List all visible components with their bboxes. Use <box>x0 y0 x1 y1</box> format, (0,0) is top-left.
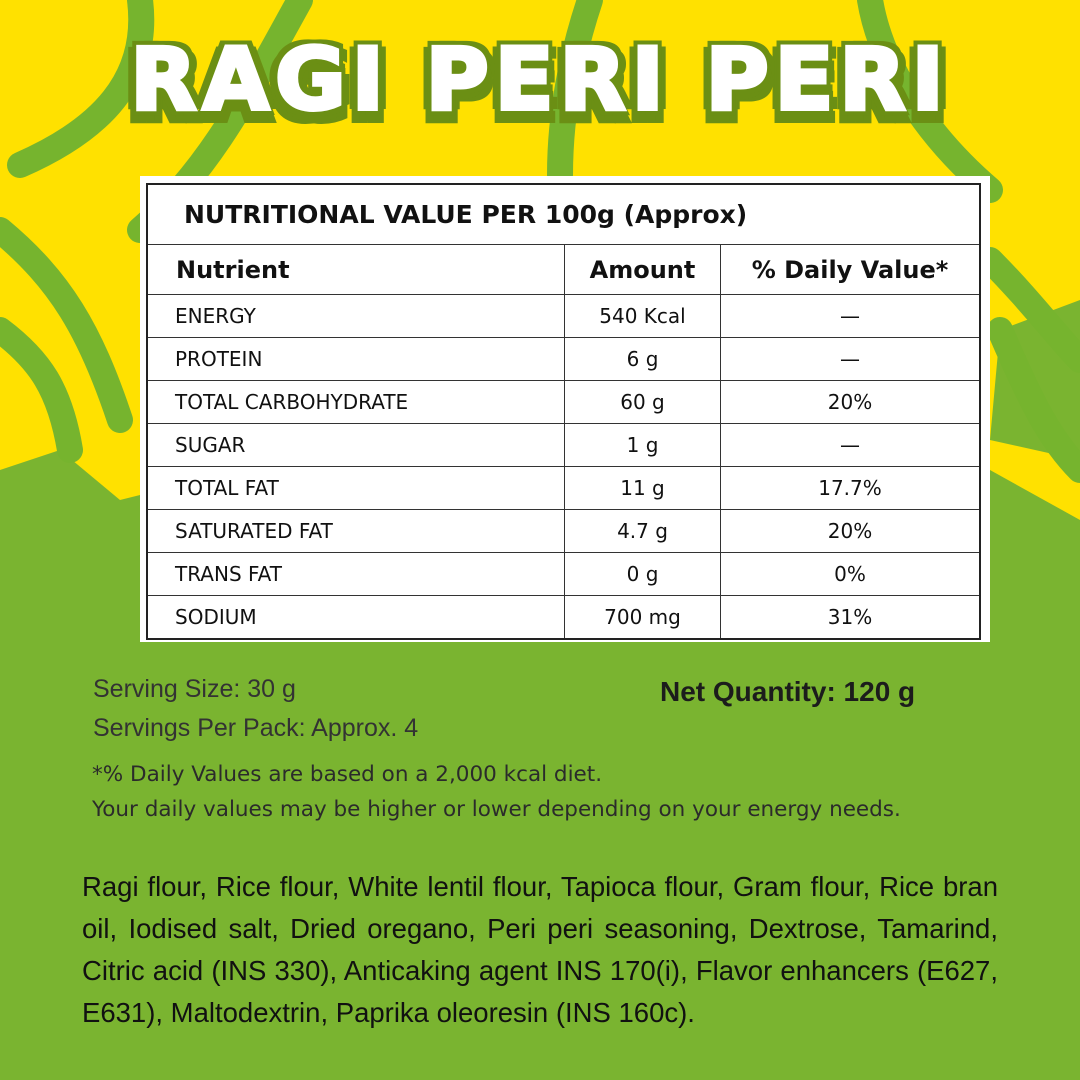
table-header: Nutrient Amount % Daily Value* <box>146 244 981 295</box>
amount-cell: 700 mg <box>564 595 721 640</box>
header-amount: Amount <box>564 244 721 295</box>
table-row: TRANS FAT 0 g 0% <box>146 552 981 596</box>
table-row: SATURATED FAT 4.7 g 20% <box>146 509 981 553</box>
daily-value-cell: 20% <box>720 380 981 424</box>
product-title: RAGI PERI PERI <box>128 28 950 132</box>
amount-cell: 11 g <box>564 466 721 510</box>
table-row: SUGAR 1 g — <box>146 423 981 467</box>
daily-value-cell: — <box>720 294 981 338</box>
amount-cell: 0 g <box>564 552 721 596</box>
nutrient-cell: TOTAL FAT <box>146 466 565 510</box>
net-quantity: Net Quantity: 120 g <box>660 676 916 707</box>
nutrition-panel: NUTRITIONAL VALUE PER 100g (Approx) Nutr… <box>140 176 990 642</box>
table-row: TOTAL FAT 11 g 17.7% <box>146 466 981 510</box>
footnote-energy-needs: Your daily values may be higher or lower… <box>92 797 901 822</box>
table-row: TOTAL CARBOHYDRATE 60 g 20% <box>146 380 981 424</box>
daily-value-cell: — <box>720 423 981 467</box>
daily-value-cell: 17.7% <box>720 466 981 510</box>
header-nutrient: Nutrient <box>146 244 565 295</box>
table-caption: NUTRITIONAL VALUE PER 100g (Approx) <box>146 183 981 245</box>
daily-value-cell: 0% <box>720 552 981 596</box>
nutrient-cell: TOTAL CARBOHYDRATE <box>146 380 565 424</box>
amount-cell: 540 Kcal <box>564 294 721 338</box>
nutrient-cell: SUGAR <box>146 423 565 467</box>
nutrient-cell: ENERGY <box>146 294 565 338</box>
table-row: SODIUM 700 mg 31% <box>146 595 981 640</box>
nutrient-cell: TRANS FAT <box>146 552 565 596</box>
amount-cell: 4.7 g <box>564 509 721 553</box>
amount-cell: 1 g <box>564 423 721 467</box>
header-daily-value: % Daily Value* <box>720 244 981 295</box>
daily-value-cell: 20% <box>720 509 981 553</box>
nutrient-cell: SODIUM <box>146 595 565 640</box>
amount-cell: 60 g <box>564 380 721 424</box>
amount-cell: 6 g <box>564 337 721 381</box>
serving-size: Serving Size: 30 g <box>93 675 296 703</box>
nutrient-cell: PROTEIN <box>146 337 565 381</box>
table-row: PROTEIN 6 g — <box>146 337 981 381</box>
servings-per-pack: Servings Per Pack: Approx. 4 <box>93 714 419 742</box>
nutrition-table: NUTRITIONAL VALUE PER 100g (Approx) Nutr… <box>146 183 981 640</box>
table-row: ENERGY 540 Kcal — <box>146 294 981 338</box>
ingredients-list: Ragi flour, Rice flour, White lentil flo… <box>82 871 998 1028</box>
footnote-daily-values: *% Daily Values are based on a 2,000 kca… <box>92 762 603 787</box>
nutrient-cell: SATURATED FAT <box>146 509 565 553</box>
daily-value-cell: 31% <box>720 595 981 640</box>
daily-value-cell: — <box>720 337 981 381</box>
